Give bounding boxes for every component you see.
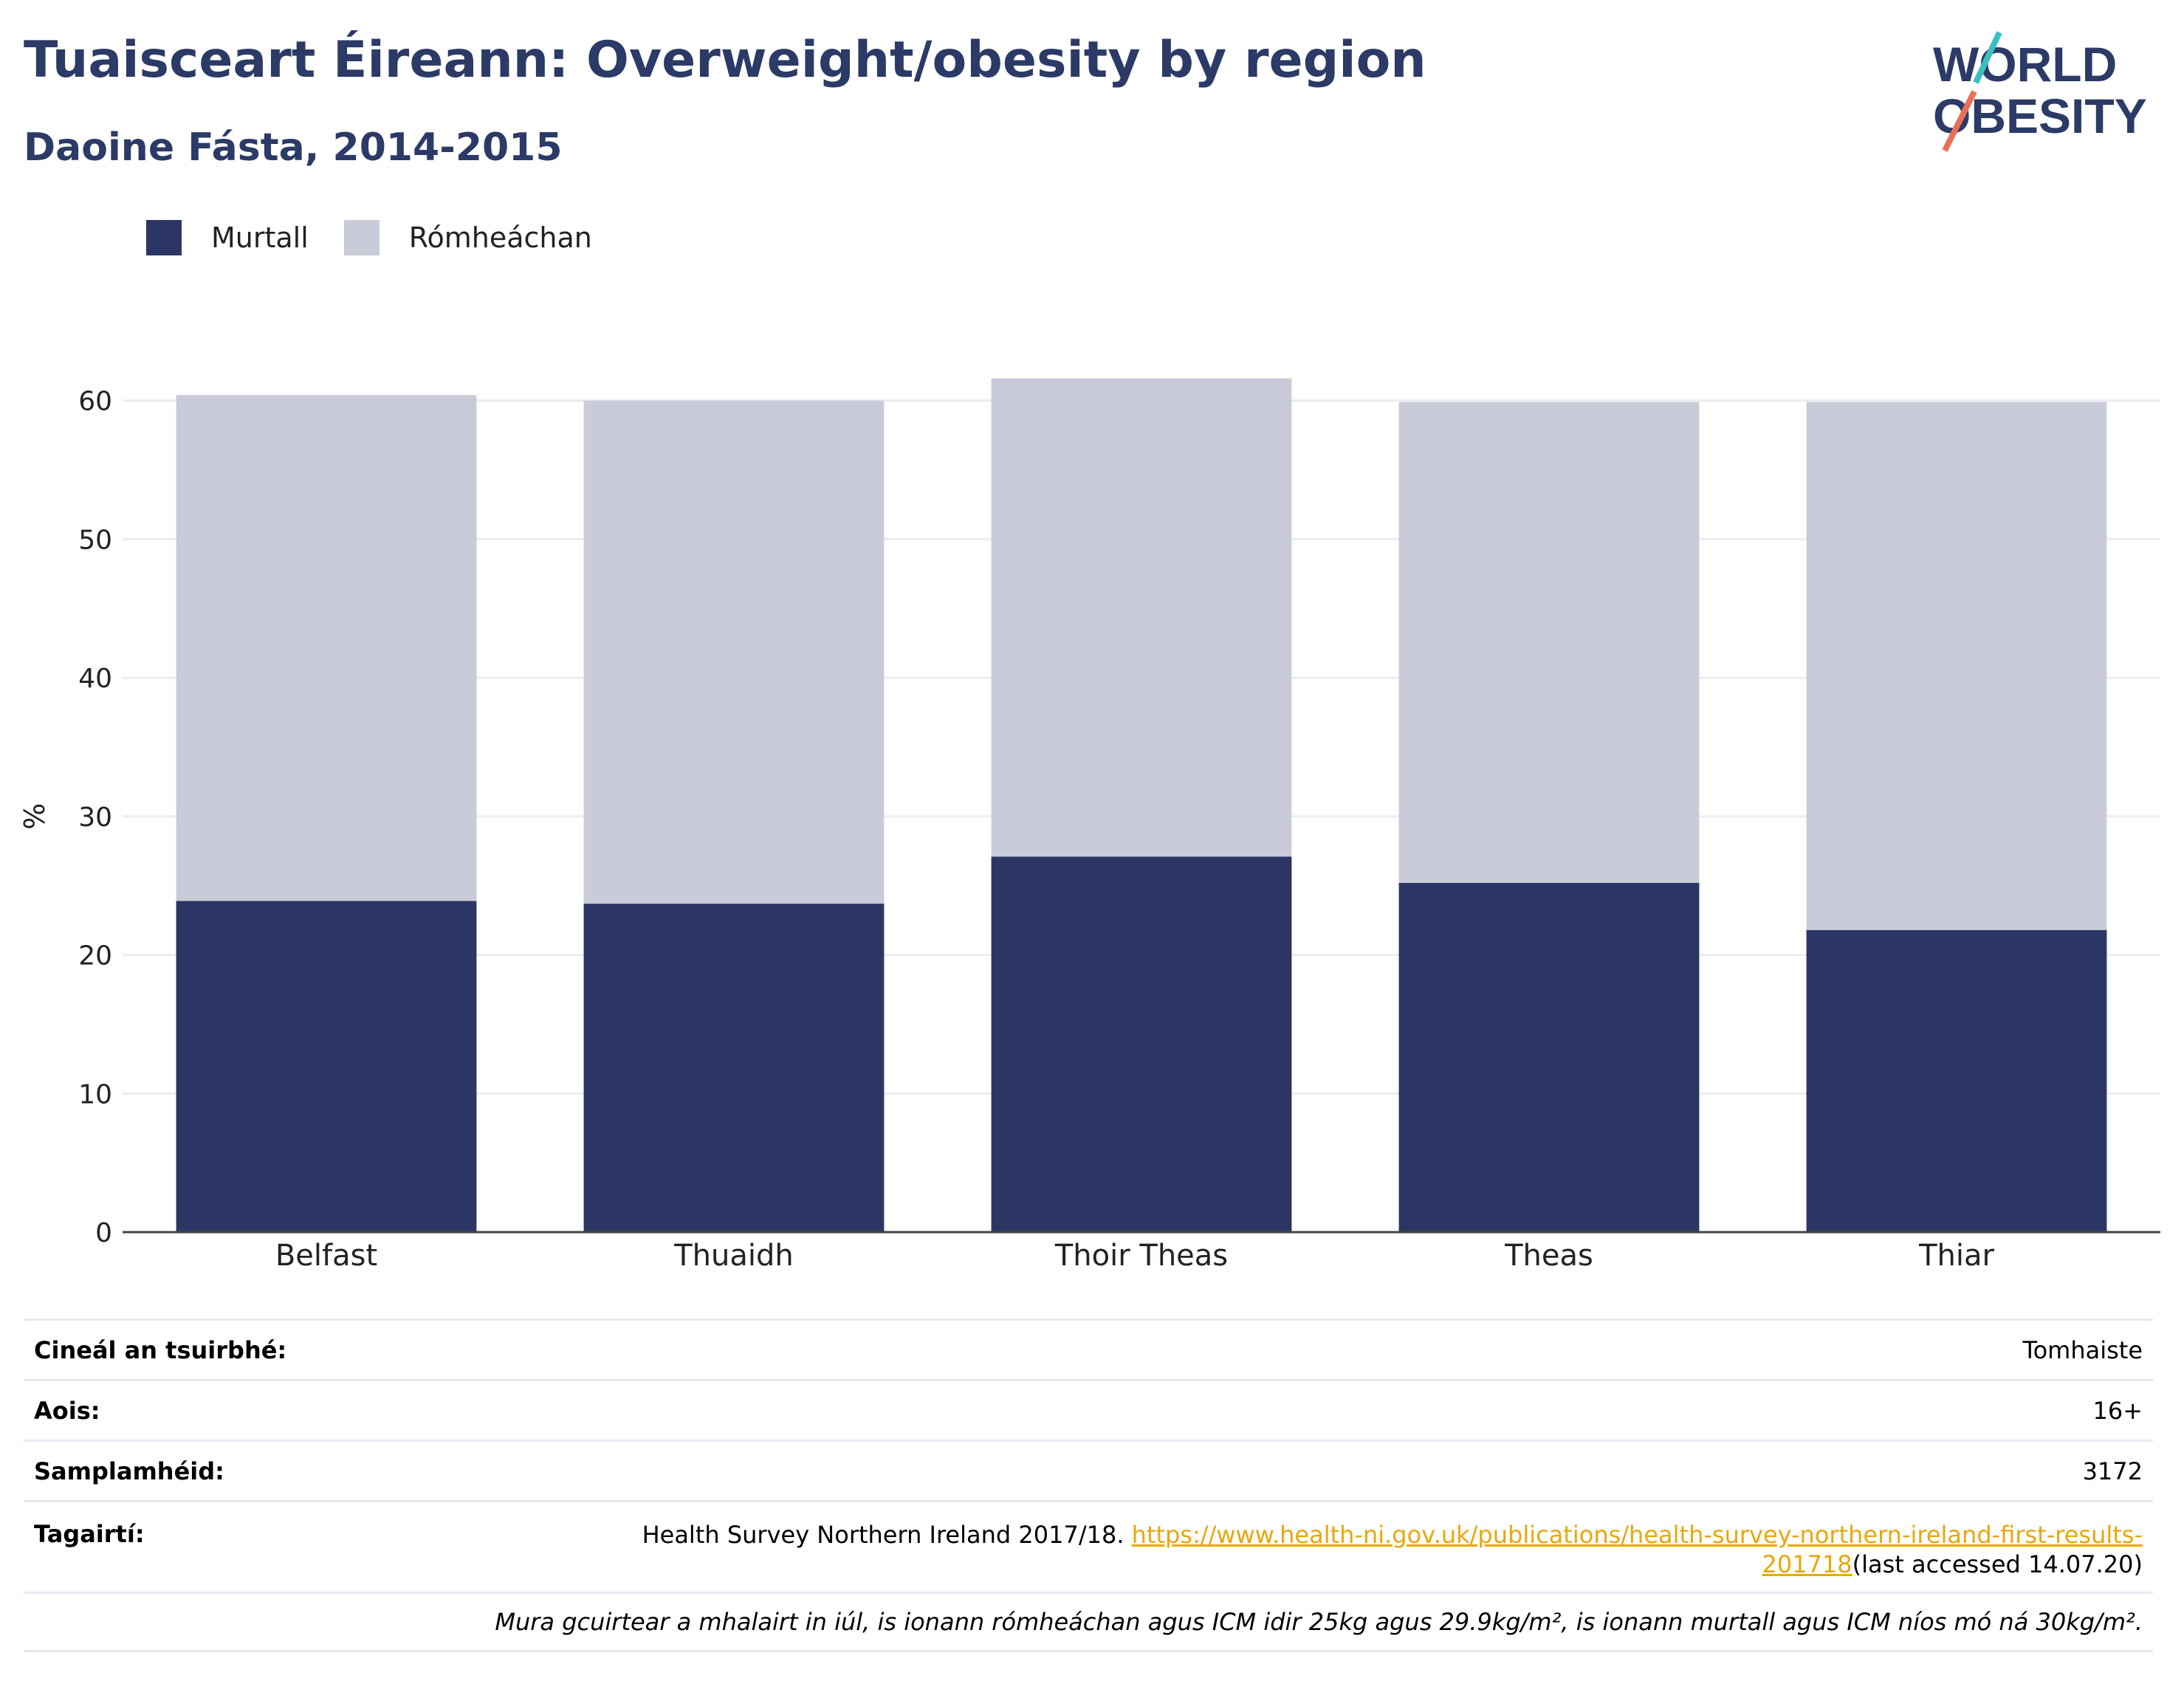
legend-swatch-murtall [146, 220, 182, 255]
page-subtitle: Daoine Fásta, 2014-2015 [24, 126, 563, 170]
stacked-bar-chart: 0 10 20 30 40 50 60% Belfast Thuaidh Thoir Theas T… [18, 378, 2160, 1273]
y-tick-label: 60 [78, 387, 112, 417]
bar-murtall-3 [1398, 882, 1700, 1232]
x-tick-label: Thiar [1918, 1239, 1994, 1273]
bar-rmhechan-2 [991, 378, 1292, 857]
world-obesity-logo: WORLD OBESITY [1933, 31, 2147, 152]
bar-rmhechan-4 [1806, 402, 2107, 930]
x-tick-label: Theas [1504, 1239, 1593, 1273]
survey-metadata-table: Cineál an tsuirbhé: Tomhaiste Aois: 16+ … [24, 1318, 2153, 1652]
bar-rmhechan-1 [583, 400, 885, 904]
logo-slash-bottom [1942, 90, 1977, 152]
y-tick-label: 0 [95, 1218, 112, 1248]
legend-item-romheachan[interactable]: Rómheáchan [343, 220, 592, 255]
legend-swatch-romheachan [343, 220, 380, 255]
meta-row-survey-type: Cineál an tsuirbhé: Tomhaiste [24, 1318, 2153, 1379]
y-tick-label: 10 [78, 1079, 112, 1110]
age-value: 16+ [2092, 1396, 2143, 1425]
age-label: Aois: [34, 1396, 100, 1425]
logo-slash-top [1973, 31, 2002, 84]
survey-type-label: Cineál an tsuirbhé: [34, 1335, 287, 1364]
meta-row-note: Mura gcuirtear a mhalairt in iúl, is ion… [24, 1592, 2153, 1652]
meta-row-references: Tagairtí: Health Survey Northern Ireland… [24, 1500, 2153, 1592]
definition-note: Mura gcuirtear a mhalairt in iúl, is ion… [495, 1608, 2143, 1636]
x-tick-label: Thoir Theas [1054, 1239, 1228, 1273]
references-text: Health Survey Northern Ireland 2017/18. [642, 1521, 1132, 1549]
bar-rmhechan-3 [1398, 402, 1700, 883]
references-suffix: (last accessed 14.07.20) [1852, 1550, 2143, 1578]
bar-rmhechan-0 [176, 395, 477, 901]
y-axis-label: % [18, 803, 51, 830]
bar-murtall-1 [583, 904, 885, 1232]
x-tick-label: Belfast [275, 1239, 377, 1273]
references-link[interactable]: https://www.health-ni.gov.uk/publication… [1131, 1521, 2143, 1578]
bar-murtall-0 [176, 901, 477, 1232]
page-title: Tuaisceart Éireann: Overweight/obesity b… [24, 31, 1426, 89]
legend-label-romheachan: Rómheáchan [408, 221, 592, 254]
y-tick-label: 20 [78, 941, 112, 972]
meta-row-sample-size: Samplamhéid: 3172 [24, 1440, 2153, 1500]
survey-type-value: Tomhaiste [2022, 1335, 2143, 1364]
bar-murtall-2 [991, 856, 1292, 1232]
meta-row-age: Aois: 16+ [24, 1379, 2153, 1440]
y-tick-label: 50 [78, 525, 112, 555]
sample-size-value: 3172 [2082, 1457, 2143, 1485]
logo-line1: WORLD [1933, 37, 2117, 92]
x-tick-label: Thuaidh [673, 1239, 794, 1273]
chart-legend: Murtall Rómheáchan [146, 220, 628, 255]
legend-item-murtall[interactable]: Murtall [146, 220, 309, 255]
y-tick-label: 30 [78, 802, 112, 833]
y-tick-label: 40 [78, 664, 112, 694]
legend-label-murtall: Murtall [211, 221, 309, 254]
references-value: Health Survey Northern Ireland 2017/18. … [636, 1520, 2143, 1579]
references-label: Tagairtí: [34, 1520, 145, 1548]
sample-size-label: Samplamhéid: [34, 1457, 224, 1485]
bar-murtall-4 [1806, 929, 2107, 1232]
